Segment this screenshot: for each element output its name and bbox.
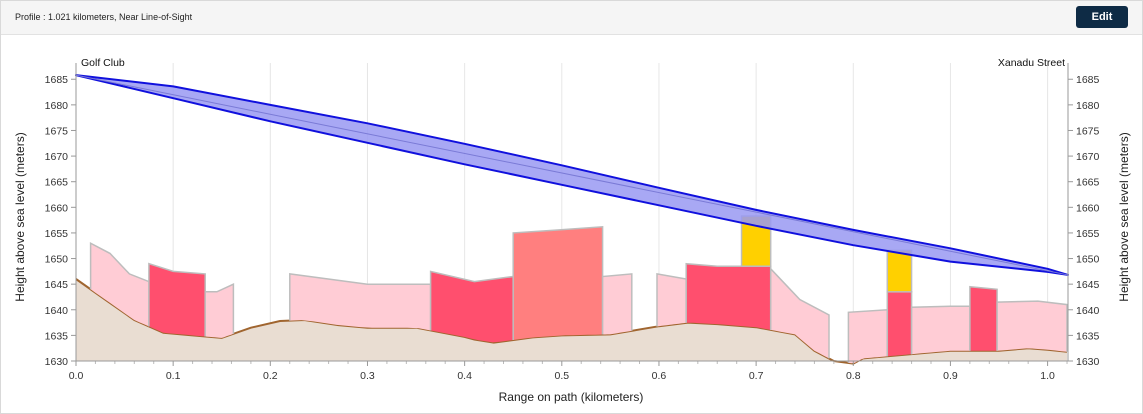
x-tick-label: 0.1: [166, 370, 181, 382]
y-tick-label-right: 1670: [1076, 151, 1100, 163]
x-axis-label: Range on path (kilometers): [499, 390, 644, 404]
y-tick-label-left: 1630: [45, 356, 69, 368]
path-profile-chart: 0.0 0.1 0.2 0.3 0.4 0.5 0.6 0.7 0.8 0.9 1.0 1630 163…: [13, 57, 1131, 404]
obstruction-block: [886, 249, 913, 293]
clutter-outline: [204, 283, 235, 337]
clutter-block-medium: [513, 226, 603, 340]
y-tick-label-right: 1665: [1076, 177, 1100, 189]
x-tick-label: 0.8: [846, 370, 861, 382]
x-tick-label: 0.3: [360, 370, 375, 382]
y-tick-label-left: 1635: [45, 330, 69, 342]
y-tick-label-left: 1650: [45, 254, 69, 266]
y-axis-label-left: Height above sea level (meters): [13, 132, 27, 301]
x-tick-label: 0.4: [457, 370, 472, 382]
chart-axes: 0.0 0.1 0.2 0.3 0.4 0.5 0.6 0.7 0.8 0.9 1.0 1630 163…: [45, 63, 1100, 382]
y-tick-label-right: 1655: [1076, 228, 1100, 240]
terrain-area: [76, 279, 1068, 364]
clutter-outline: [601, 273, 633, 335]
line-of-sight: [75, 74, 1069, 276]
end-endpoint-label: Xanadu Street: [998, 57, 1065, 69]
y-tick-label-right: 1645: [1076, 279, 1100, 291]
clutter-block-dark: [148, 263, 206, 337]
clutter-block-dark: [686, 263, 771, 330]
clutter-layer: [89, 225, 1068, 364]
clutter-outline: [769, 266, 830, 359]
y-tick-label-left: 1660: [45, 202, 69, 214]
y-tick-label-right: 1630: [1076, 356, 1100, 368]
y-tick-label-left: 1670: [45, 151, 69, 163]
clutter-block-dark: [887, 291, 912, 357]
y-tick-label-left: 1685: [45, 74, 69, 86]
edit-button[interactable]: Edit: [1076, 6, 1128, 28]
y-tick-label-right: 1650: [1076, 254, 1100, 266]
y-tick-label-right: 1680: [1076, 100, 1100, 112]
clutter-block-light: [90, 243, 149, 327]
start-endpoint-label: Golf Club: [81, 57, 125, 69]
x-tick-label: 0.5: [554, 370, 569, 382]
y-tick-label-left: 1640: [45, 305, 69, 317]
y-tick-label-left: 1675: [45, 125, 69, 137]
x-tick-label: 1.0: [1040, 370, 1055, 382]
x-tick-label: 0.2: [263, 370, 278, 382]
y-tick-label-right: 1675: [1076, 125, 1100, 137]
x-tick-label: 0.9: [943, 370, 958, 382]
clutter-block-dark: [430, 271, 514, 343]
y-tick-label-left: 1680: [45, 100, 69, 112]
clutter-block-light: [770, 268, 829, 359]
clutter-block-light: [848, 309, 888, 364]
clutter-outline: [996, 300, 1068, 352]
clutter-block-light: [911, 306, 970, 355]
clutter-block-dark: [969, 286, 998, 351]
clutter-block-light: [289, 273, 431, 331]
clutter-outline: [512, 225, 604, 340]
clutter-block-light: [657, 273, 687, 327]
x-tick-label: 0.7: [749, 370, 764, 382]
y-tick-label-left: 1665: [45, 177, 69, 189]
y-tick-label-right: 1635: [1076, 330, 1100, 342]
profile-title: Profile : 1.021 kilometers, Near Line-of…: [15, 12, 193, 22]
x-tick-label: 0.6: [652, 370, 667, 382]
panel-header: Profile : 1.021 kilometers, Near Line-of…: [1, 1, 1142, 35]
x-tick-label: 0.0: [69, 370, 84, 382]
y-tick-label-left: 1645: [45, 279, 69, 291]
clutter-block-light: [205, 284, 234, 338]
y-tick-label-left: 1655: [45, 228, 69, 240]
y-tick-label-right: 1685: [1076, 74, 1100, 86]
y-tick-label-right: 1640: [1076, 305, 1100, 317]
clutter-block-light: [997, 301, 1067, 352]
y-tick-label-right: 1660: [1076, 202, 1100, 214]
clutter-block-light: [602, 273, 632, 335]
y-axis-label-right: Height above sea level (meters): [1117, 132, 1131, 301]
